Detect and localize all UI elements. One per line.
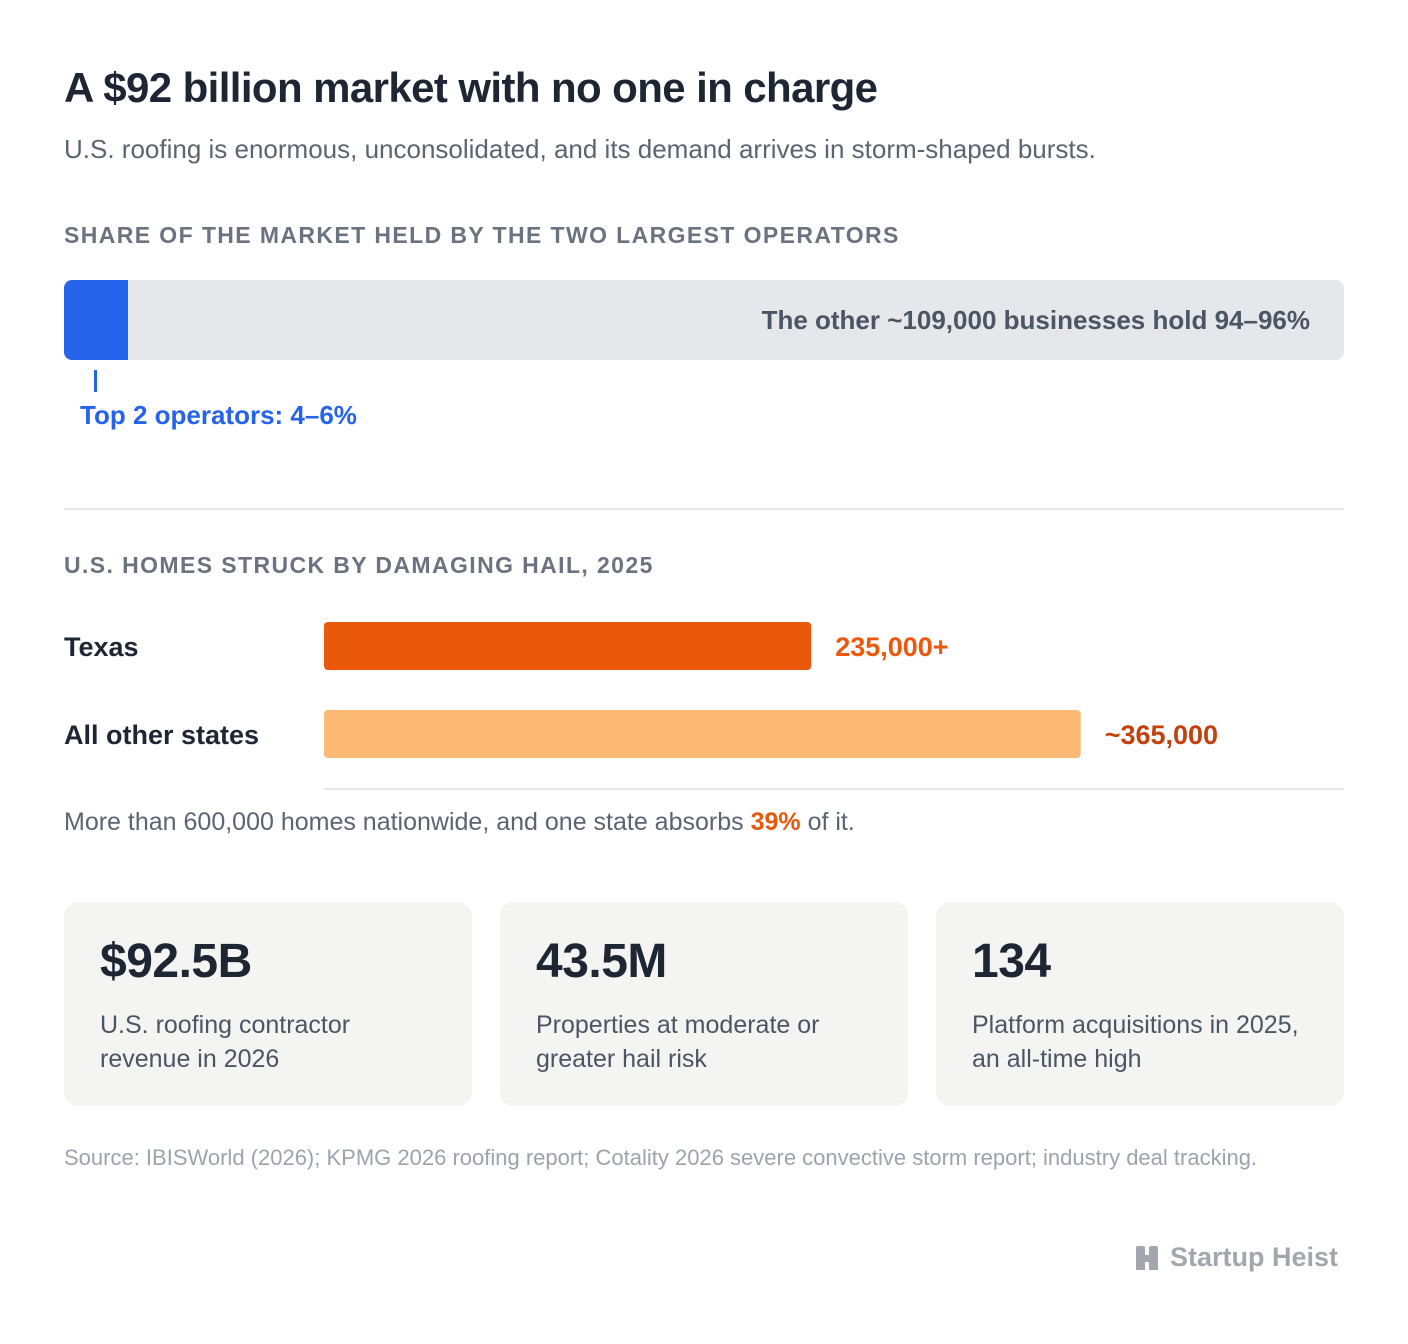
stat-value: 43.5M	[536, 935, 667, 988]
share-chart-title: SHARE OF THE MARKET HELD BY THE TWO LARG…	[64, 222, 900, 248]
hail-bar	[324, 710, 1081, 758]
hail-chart-title: U.S. HOMES STRUCK BY DAMAGING HAIL, 2025	[64, 552, 654, 578]
stat-card-revenue: $92.5B U.S. roofing contractor revenue i…	[64, 902, 472, 1106]
hail-note: More than 600,000 homes nationwide, and …	[64, 808, 855, 837]
stat-card-hail-risk: 43.5M Properties at moderate or greater …	[500, 902, 908, 1106]
stat-card-acquisitions: 134 Platform acquisitions in 2025, an al…	[936, 902, 1344, 1106]
share-tick-mark	[94, 370, 97, 392]
hail-category-label: Texas	[64, 632, 139, 662]
hail-value-label: 235,000+	[835, 632, 948, 662]
stat-value: 134	[972, 935, 1051, 988]
hail-note-highlight: 39%	[750, 808, 801, 836]
hail-bar	[324, 622, 812, 670]
stat-description: Properties at moderate or greater hail r…	[536, 1011, 820, 1073]
stat-value: $92.5B	[100, 935, 252, 988]
hail-axis-line	[324, 788, 1344, 790]
building-icon	[1135, 1245, 1158, 1270]
section-divider	[64, 508, 1344, 510]
share-bar-other-label: The other ~109,000 businesses hold 94–96…	[761, 305, 1310, 335]
stat-description: U.S. roofing contractor revenue in 2026	[100, 1011, 351, 1073]
hail-note-text-end: of it.	[800, 808, 855, 836]
share-bar-track: The other ~109,000 businesses hold 94–96…	[64, 280, 1344, 360]
brand-name: Startup Heist	[1169, 1242, 1338, 1272]
share-top-operators-label: Top 2 operators: 4–6%	[80, 400, 357, 430]
stat-description: Platform acquisitions in 2025, an all-ti…	[972, 1011, 1299, 1073]
hail-value-label: ~365,000	[1105, 720, 1218, 750]
page-title: A $92 billion market with no one in char…	[64, 64, 878, 111]
page-subtitle: U.S. roofing is enormous, unconsolidated…	[64, 134, 1096, 164]
share-bar-top-operators	[64, 280, 128, 360]
hail-category-label: All other states	[64, 720, 259, 750]
source-note: Source: IBISWorld (2026); KPMG 2026 roof…	[64, 1145, 1258, 1170]
hail-bar-chart: Texas 235,000+ All other states ~365,000	[64, 622, 1344, 790]
hail-note-text: More than 600,000 homes nationwide, and …	[64, 808, 751, 836]
brand-logo: Startup Heist	[1134, 1242, 1338, 1273]
